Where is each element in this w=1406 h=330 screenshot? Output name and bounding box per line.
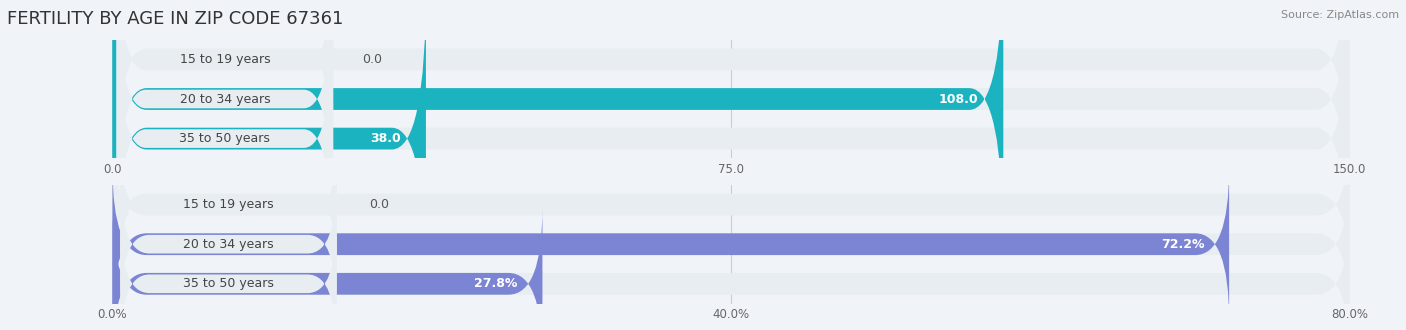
FancyBboxPatch shape [112, 0, 1350, 291]
Text: 35 to 50 years: 35 to 50 years [183, 277, 274, 290]
FancyBboxPatch shape [117, 0, 333, 190]
FancyBboxPatch shape [112, 128, 1350, 281]
Text: 20 to 34 years: 20 to 34 years [183, 238, 274, 251]
Text: FERTILITY BY AGE IN ZIP CODE 67361: FERTILITY BY AGE IN ZIP CODE 67361 [7, 10, 343, 28]
Text: Source: ZipAtlas.com: Source: ZipAtlas.com [1281, 10, 1399, 20]
FancyBboxPatch shape [117, 0, 333, 229]
FancyBboxPatch shape [112, 168, 1350, 320]
Text: 108.0: 108.0 [939, 92, 979, 106]
FancyBboxPatch shape [121, 219, 337, 330]
FancyBboxPatch shape [112, 0, 1350, 212]
FancyBboxPatch shape [121, 140, 337, 270]
FancyBboxPatch shape [112, 0, 426, 291]
FancyBboxPatch shape [112, 0, 1004, 251]
Text: 0.0: 0.0 [370, 198, 389, 211]
Text: 72.2%: 72.2% [1161, 238, 1205, 251]
FancyBboxPatch shape [112, 208, 543, 330]
Text: 38.0: 38.0 [370, 132, 401, 145]
Text: 35 to 50 years: 35 to 50 years [180, 132, 270, 145]
FancyBboxPatch shape [112, 168, 1229, 320]
Text: 15 to 19 years: 15 to 19 years [183, 198, 274, 211]
FancyBboxPatch shape [121, 179, 337, 309]
Text: 0.0: 0.0 [361, 53, 382, 66]
FancyBboxPatch shape [112, 0, 1350, 251]
FancyBboxPatch shape [117, 8, 333, 269]
Text: 15 to 19 years: 15 to 19 years [180, 53, 270, 66]
FancyBboxPatch shape [112, 208, 1350, 330]
Text: 20 to 34 years: 20 to 34 years [180, 92, 270, 106]
Text: 27.8%: 27.8% [474, 277, 517, 290]
